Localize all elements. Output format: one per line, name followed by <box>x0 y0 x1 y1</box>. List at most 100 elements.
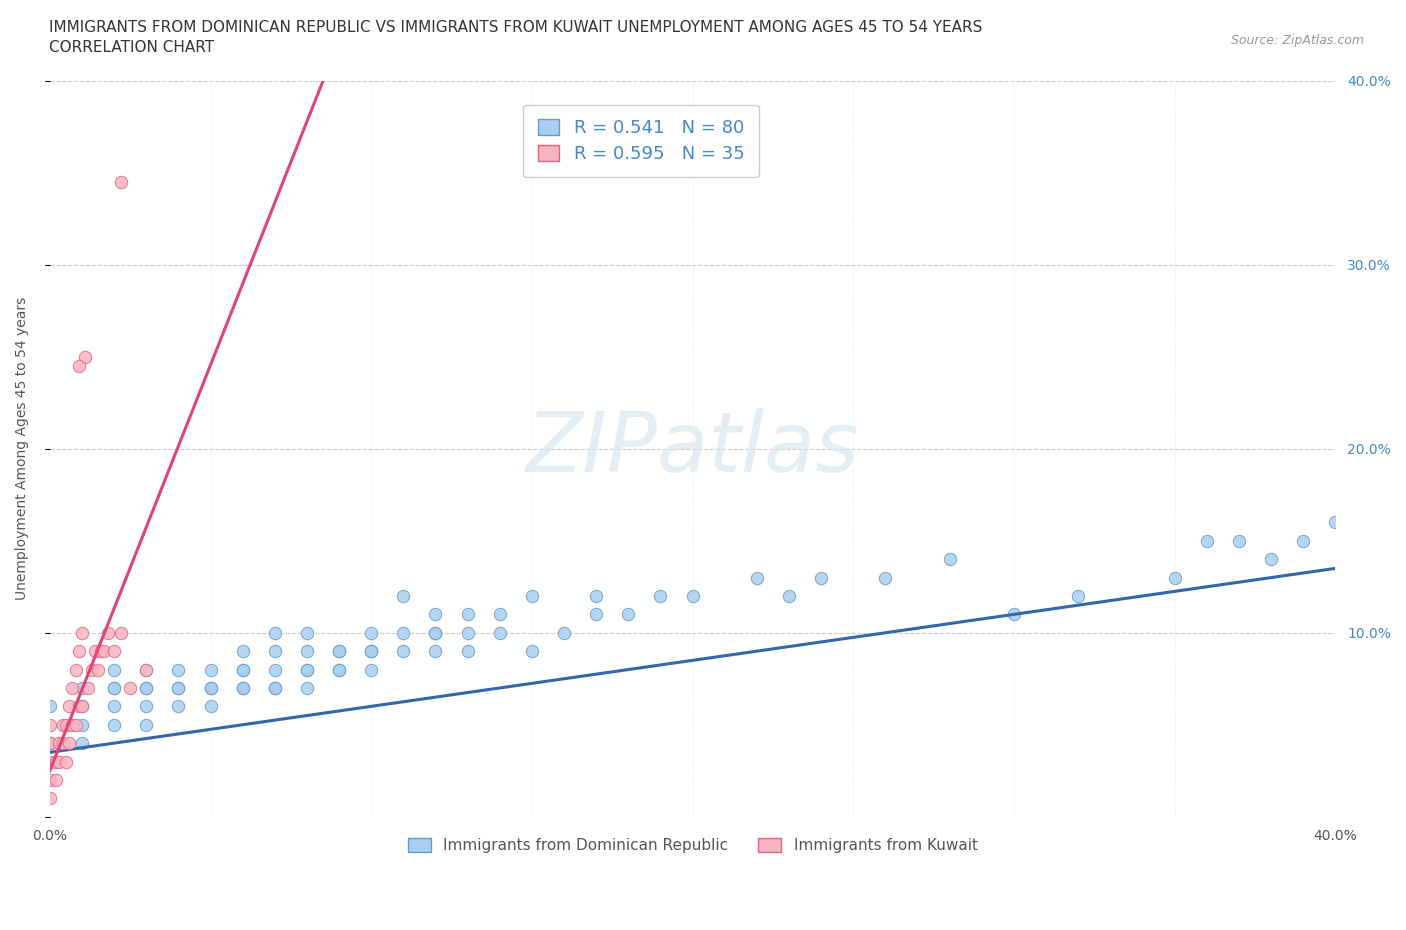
Point <box>745 570 768 585</box>
Point <box>295 662 318 677</box>
Point <box>83 644 105 658</box>
Point <box>520 589 543 604</box>
Point <box>38 790 60 805</box>
Point <box>875 570 897 585</box>
Point <box>38 773 60 788</box>
Point <box>38 754 60 769</box>
Point <box>75 350 97 365</box>
Point <box>1195 534 1218 549</box>
Text: IMMIGRANTS FROM DOMINICAN REPUBLIC VS IMMIGRANTS FROM KUWAIT UNEMPLOYMENT AMONG : IMMIGRANTS FROM DOMINICAN REPUBLIC VS IM… <box>49 20 983 35</box>
Point <box>232 662 254 677</box>
Point <box>553 625 575 640</box>
Point <box>58 736 80 751</box>
Point <box>70 699 93 714</box>
Point <box>67 644 90 658</box>
Point <box>38 699 60 714</box>
Point <box>38 736 60 751</box>
Point <box>90 644 112 658</box>
Point <box>650 589 672 604</box>
Point <box>103 644 125 658</box>
Point <box>392 625 415 640</box>
Point <box>778 589 800 604</box>
Point <box>70 699 93 714</box>
Point <box>810 570 832 585</box>
Point <box>425 625 447 640</box>
Point <box>585 589 607 604</box>
Point <box>232 681 254 696</box>
Point <box>1163 570 1185 585</box>
Point <box>1002 607 1025 622</box>
Point <box>103 681 125 696</box>
Legend: Immigrants from Dominican Republic, Immigrants from Kuwait: Immigrants from Dominican Republic, Immi… <box>399 830 986 860</box>
Point <box>65 662 87 677</box>
Point <box>167 681 190 696</box>
Point <box>295 681 318 696</box>
Point <box>103 699 125 714</box>
Point <box>167 699 190 714</box>
Point <box>70 681 93 696</box>
Point <box>617 607 640 622</box>
Point <box>77 681 100 696</box>
Point <box>360 662 382 677</box>
Point <box>360 625 382 640</box>
Point <box>55 754 77 769</box>
Point <box>1324 515 1347 530</box>
Point <box>110 625 132 640</box>
Y-axis label: Unemployment Among Ages 45 to 54 years: Unemployment Among Ages 45 to 54 years <box>15 298 30 601</box>
Point <box>1260 551 1282 566</box>
Point <box>103 717 125 732</box>
Point <box>135 681 157 696</box>
Point <box>1227 534 1250 549</box>
Point <box>70 736 93 751</box>
Point <box>38 736 60 751</box>
Point <box>200 699 222 714</box>
Point <box>167 681 190 696</box>
Point <box>392 589 415 604</box>
Point <box>93 644 115 658</box>
Point <box>263 681 285 696</box>
Point <box>167 662 190 677</box>
Point <box>360 644 382 658</box>
Point <box>295 644 318 658</box>
Point <box>425 644 447 658</box>
Point <box>135 662 157 677</box>
Text: Source: ZipAtlas.com: Source: ZipAtlas.com <box>1230 34 1364 47</box>
Point <box>103 662 125 677</box>
Point <box>425 625 447 640</box>
Point <box>328 662 350 677</box>
Point <box>70 717 93 732</box>
Point <box>682 589 704 604</box>
Point <box>45 754 67 769</box>
Point <box>457 644 479 658</box>
Point <box>200 681 222 696</box>
Point <box>60 681 83 696</box>
Point <box>97 625 120 640</box>
Point <box>263 662 285 677</box>
Point <box>48 754 70 769</box>
Point <box>457 607 479 622</box>
Point <box>232 644 254 658</box>
Point <box>67 699 90 714</box>
Point <box>60 717 83 732</box>
Point <box>55 717 77 732</box>
Point <box>45 773 67 788</box>
Point <box>263 644 285 658</box>
Point <box>110 175 132 190</box>
Point <box>67 359 90 374</box>
Point <box>70 625 93 640</box>
Point <box>328 644 350 658</box>
Text: ZIPatlas: ZIPatlas <box>526 408 859 489</box>
Point <box>585 607 607 622</box>
Point <box>457 625 479 640</box>
Point <box>328 644 350 658</box>
Point <box>135 681 157 696</box>
Point <box>232 681 254 696</box>
Point <box>295 662 318 677</box>
Point <box>1292 534 1315 549</box>
Point <box>392 644 415 658</box>
Point <box>52 736 75 751</box>
Point <box>103 681 125 696</box>
Point <box>425 607 447 622</box>
Point <box>120 681 142 696</box>
Point <box>263 681 285 696</box>
